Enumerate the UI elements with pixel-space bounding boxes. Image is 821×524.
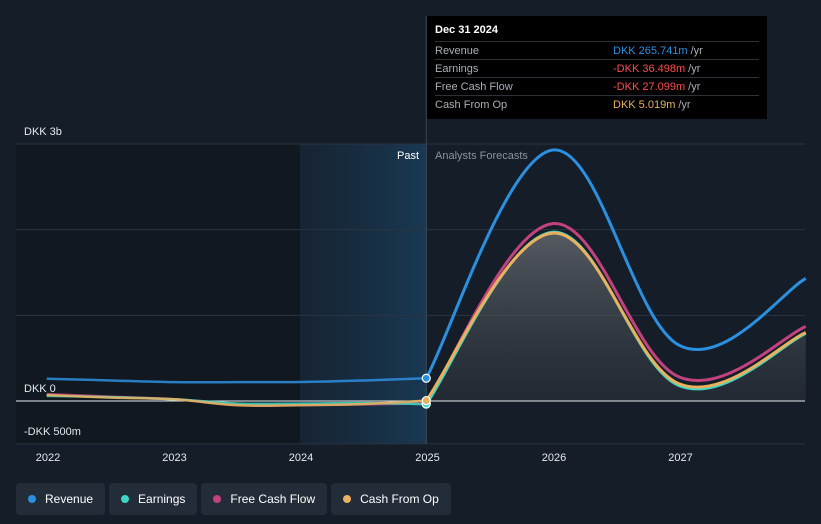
x-tick-label: 2026 <box>541 452 567 464</box>
tooltip-row-name: Earnings <box>435 62 479 75</box>
tooltip-row-unit: /yr <box>688 62 701 75</box>
tooltip-row-name: Cash From Op <box>435 98 508 111</box>
marker-cash-from-op <box>421 395 431 406</box>
past-label: Past <box>396 150 419 162</box>
legend-item-cash-from-op[interactable]: Cash From Op <box>331 483 451 515</box>
tooltip-row-unit: /yr <box>678 98 691 111</box>
legend-item-earnings[interactable]: Earnings <box>109 483 198 515</box>
legend-label: Revenue <box>45 492 94 506</box>
tooltip-row-value: DKK 5.019m <box>613 98 676 111</box>
tooltip-row-value: DKK 265.741m <box>613 44 688 57</box>
legend-item-free-cash-flow[interactable]: Free Cash Flow <box>201 483 328 515</box>
forecast-label: Analysts Forecasts <box>435 150 528 162</box>
x-tick-label: 2022 <box>35 452 61 464</box>
tooltip-row-value: -DKK 36.498m <box>613 62 686 75</box>
tooltip-row-name: Revenue <box>435 44 480 57</box>
legend-dot-icon <box>121 495 130 503</box>
x-tick-label: 2024 <box>288 452 314 464</box>
series-line-free-cash-flow-forecast <box>425 222 807 405</box>
series-line-cash-from-op-past <box>46 393 427 408</box>
series-line-revenue-forecast <box>424 148 807 379</box>
series-line-revenue-past <box>46 376 427 384</box>
legend-item-revenue[interactable]: Revenue <box>16 483 106 515</box>
tooltip-date: Dec 31 2024 <box>435 24 498 36</box>
tooltip-row-name: Free Cash Flow <box>435 80 513 93</box>
x-tick-label: 2025 <box>415 452 440 464</box>
marker-revenue <box>421 373 431 383</box>
tooltip: Dec 31 2024 Revenue DKK 265.741m/yr Earnin… <box>427 16 767 119</box>
tooltip-row-unit: /yr <box>690 44 703 57</box>
legend-dot-icon <box>28 495 36 503</box>
tooltip-row: Revenue DKK 265.741m/yr <box>435 41 759 59</box>
legend-label: Cash From Op <box>360 492 439 506</box>
x-tick-label: 2023 <box>162 452 187 464</box>
series-line-cash-from-op-forecast <box>425 231 807 402</box>
tooltip-row: Cash From Op DKK 5.019m/yr <box>435 95 759 113</box>
tooltip-row-value: -DKK 27.099m <box>613 80 686 93</box>
past-highlight <box>300 144 427 444</box>
x-tick-label: 2027 <box>668 452 693 464</box>
y-axis-zero-label: DKK 0 <box>24 383 56 395</box>
legend-label: Free Cash Flow <box>230 492 316 506</box>
tooltip-row-unit: /yr <box>688 80 701 93</box>
y-axis-bottom-label: -DKK 500m <box>24 426 81 438</box>
y-axis-top-label: DKK 3b <box>24 126 62 138</box>
legend-dot-icon <box>343 495 352 503</box>
legend-dot-icon <box>213 495 222 503</box>
tooltip-row: Earnings -DKK 36.498m/yr <box>435 59 759 77</box>
tooltip-row: Free Cash Flow -DKK 27.099m/yr <box>435 77 759 95</box>
legend-label: Earnings <box>138 492 186 506</box>
forecast-area <box>426 233 806 401</box>
legend: Revenue Earnings Free Cash Flow Cash From O… <box>16 483 451 515</box>
